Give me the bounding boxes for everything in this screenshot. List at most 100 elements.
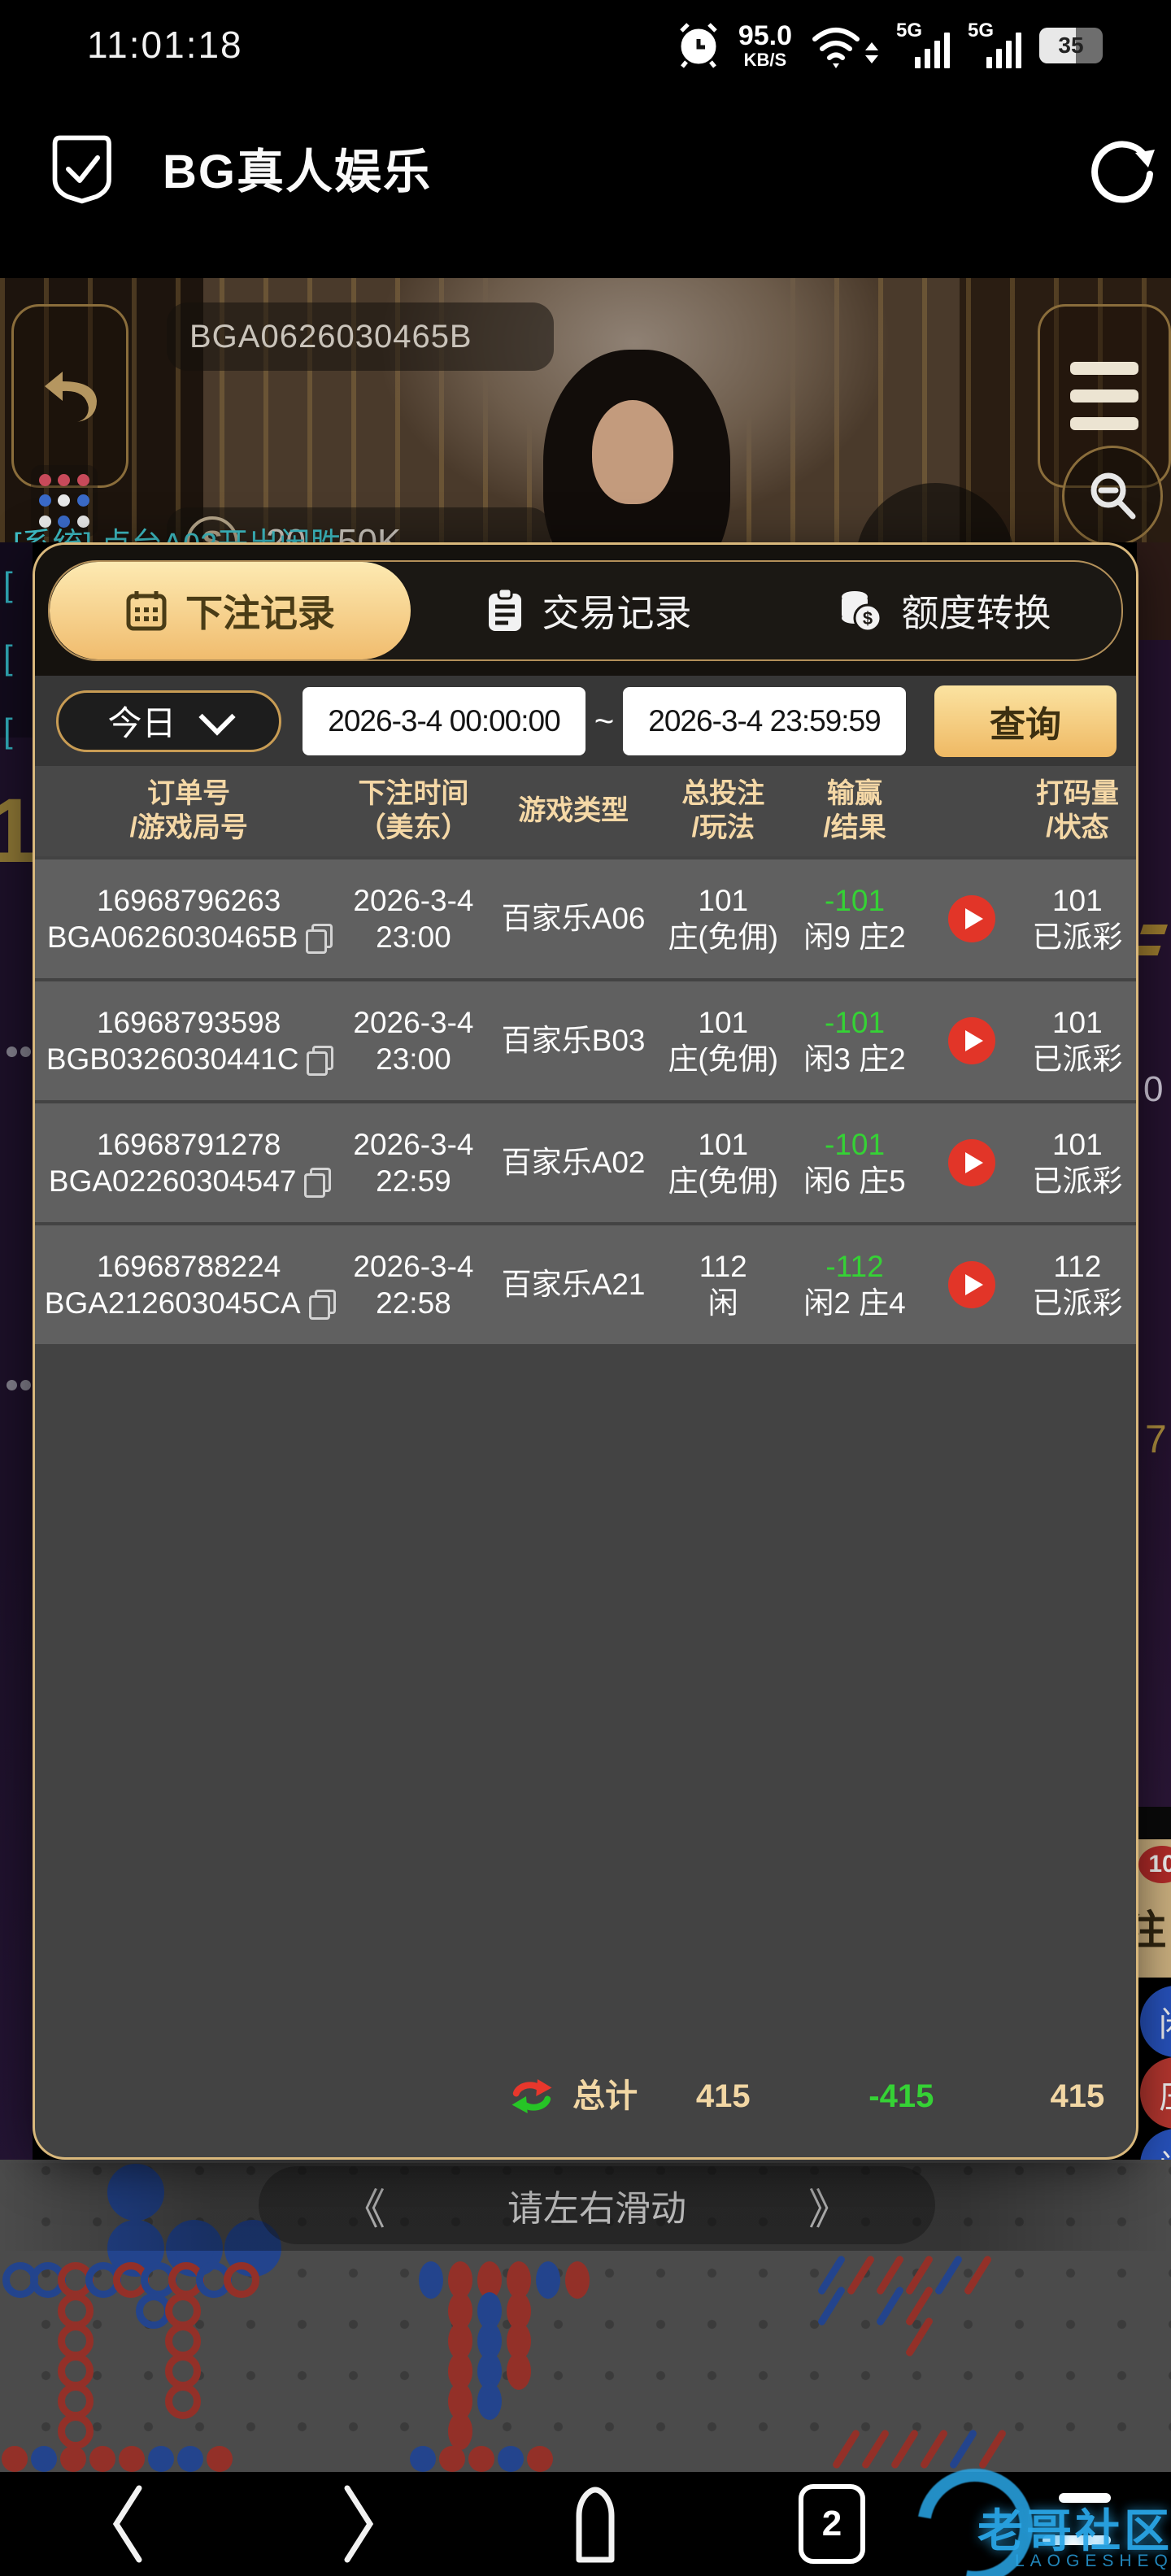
date-from-input[interactable]: 2026-3-4 00:00:00 (303, 686, 586, 755)
roadmap-mark (207, 2446, 233, 2472)
tab-label: 交易记录 (542, 591, 692, 634)
table-row[interactable]: 16968788224 BGA212603045CA 2026-3-4 22:58… (35, 1225, 1136, 1344)
nav-home-icon[interactable] (555, 2483, 636, 2565)
roadmap-mark (107, 2164, 164, 2221)
page-title: BG真人娱乐 (163, 146, 433, 198)
roadmap-mark (410, 2446, 436, 2472)
round-status-badge: 结算中 (855, 483, 1015, 542)
swipe-hint-band (0, 2163, 1171, 2251)
tab-bet-records[interactable]: 下注记录 (50, 561, 411, 659)
roadmap-mark (224, 2262, 259, 2298)
swap-icon (511, 2079, 552, 2113)
clipboard-icon (488, 587, 521, 631)
copy-icon[interactable] (308, 1289, 336, 1320)
refresh-icon[interactable] (1088, 133, 1156, 207)
nav-forward-icon[interactable] (318, 2483, 399, 2565)
filter-bar: 今日 2026-3-4 00:00:00 ~ 2026-3-4 23:59:59… (35, 676, 1136, 766)
watermark-subtitle: LAOGESHEQU (1015, 2552, 1171, 2570)
roadmap-mark (468, 2446, 494, 2472)
watermark: 老哥社区 LAOGESHEQU (895, 2446, 1171, 2576)
bet-count-badge: 10 (1138, 1846, 1171, 1883)
status-icons: 95.0 KB/S 5G 5G 35 (677, 13, 1103, 78)
replay-play-icon[interactable] (948, 895, 996, 942)
roadmap-mark (31, 2446, 57, 2472)
replay-play-icon[interactable] (948, 1261, 996, 1308)
table-row[interactable]: 16968791278 BGA02260304547 2026-3-4 22:59… (35, 1103, 1136, 1222)
col-bet: 总投注/玩法 (681, 778, 765, 843)
nav-recents-button[interactable]: 2 (791, 2483, 873, 2565)
tab-transactions[interactable]: 交易记录 (411, 562, 766, 659)
back-button[interactable] (11, 304, 128, 488)
totals-row: 总计 415 -415 415 (35, 2035, 1136, 2157)
zoom-out-icon[interactable] (1062, 446, 1163, 542)
limit-text: 20 - 50K (266, 522, 402, 542)
chevrons-right-icon: 》 (808, 2186, 851, 2234)
coins-icon: $ (841, 590, 882, 632)
wifi-icon (810, 23, 878, 68)
roadmap-background: 《 请左右滑动 》 (0, 2160, 1171, 2472)
roadmap-mark (58, 2413, 94, 2449)
copy-icon[interactable] (304, 1167, 332, 1198)
roadmap-toggle-icon[interactable] (31, 465, 98, 537)
underlay-icon-fragment (1140, 925, 1168, 934)
underlay-left-panel: [ [ [ 1 (0, 542, 33, 2195)
tab-quota-transfer[interactable]: $ 额度转换 (766, 562, 1121, 659)
dealer-face (592, 400, 673, 504)
roadmap-mark (165, 2383, 201, 2419)
modal-tabs: 下注记录 交易记录 $ 额度转换 (48, 559, 1123, 661)
col-game-type: 游戏类型 (518, 794, 629, 826)
chip-icon (7, 1380, 33, 1390)
system-nav-bar: 2 老哥社区 LAOGESHEQU (0, 2446, 1171, 2576)
table-id-pill: BGA0626030465B (167, 302, 554, 371)
copy-icon[interactable] (306, 923, 333, 954)
roadmap-mark (89, 2446, 115, 2472)
system-chat-message: [系统] 点台A03开出闲胜 (13, 519, 341, 542)
total-volume: 415 (1050, 2078, 1105, 2114)
roadmap-mark (448, 2413, 472, 2450)
tab-count: 2 (799, 2484, 865, 2564)
col-time: 下注时间 （美东） (358, 778, 469, 843)
roadmap-mark (536, 2261, 560, 2299)
nav-menu-icon[interactable] (1043, 2493, 1111, 2545)
signal-sim1: 5G (896, 20, 950, 72)
hamburger-menu-icon[interactable] (1038, 304, 1171, 488)
col-order: 订单号/游戏局号 (129, 778, 248, 843)
bet-count-strip: 10 注 (1125, 1839, 1171, 1978)
table-empty-space (35, 1344, 1136, 2035)
card-number-fragment: 1 (0, 780, 33, 881)
copy-icon[interactable] (307, 1045, 334, 1076)
col-winloss: 输赢/结果 (823, 778, 886, 843)
svg-text:$: $ (862, 608, 872, 629)
clock-text: 11:01:18 (87, 24, 243, 66)
date-to-input[interactable]: 2026-3-4 23:59:59 (623, 686, 906, 755)
dim-overlay (0, 2160, 1171, 2472)
roadmap-mark (439, 2446, 465, 2472)
date-preset-dropdown[interactable]: 今日 (56, 690, 281, 752)
chevrons-left-icon: 《 (342, 2186, 385, 2234)
roadmap-mark (2, 2446, 28, 2472)
signal-sim2: 5G (968, 20, 1021, 72)
roadmap-mark (419, 2261, 443, 2299)
underlay-seven-fragment: 7 (1145, 1418, 1167, 1461)
search-button[interactable]: 查询 (934, 685, 1117, 757)
verified-badge-icon[interactable] (47, 130, 117, 208)
col-volume: 打码量/状态 (1035, 778, 1119, 843)
replay-play-icon[interactable] (948, 1139, 996, 1186)
roadmap-mark (60, 2446, 86, 2472)
swipe-hint: 《 请左右滑动 》 (259, 2166, 935, 2244)
table-row[interactable]: 16968793598 BGB0326030441C 2026-3-4 23:00… (35, 981, 1136, 1100)
replay-play-icon[interactable] (948, 1017, 996, 1064)
roadmap-mark (507, 2352, 531, 2390)
bet-chip: 庄 (1140, 2057, 1171, 2129)
live-video-area[interactable]: BGA0626030465B S 20 - 50K 结算中 [系统] 点台A03… (0, 278, 1171, 542)
nav-back-icon[interactable] (87, 2483, 168, 2565)
roadmap-mark (498, 2446, 524, 2472)
roadmap-mark (177, 2446, 203, 2472)
status-bar: 11:01:18 95.0 KB/S 5G (0, 0, 1171, 91)
preset-label: 今日 (107, 704, 176, 742)
signal-bars-icon (986, 33, 1021, 68)
total-winloss: -415 (868, 2078, 934, 2114)
chat-fragment: [ (3, 565, 13, 603)
table-row[interactable]: 16968796263 BGA0626030465B 2026-3-4 23:00… (35, 859, 1136, 978)
